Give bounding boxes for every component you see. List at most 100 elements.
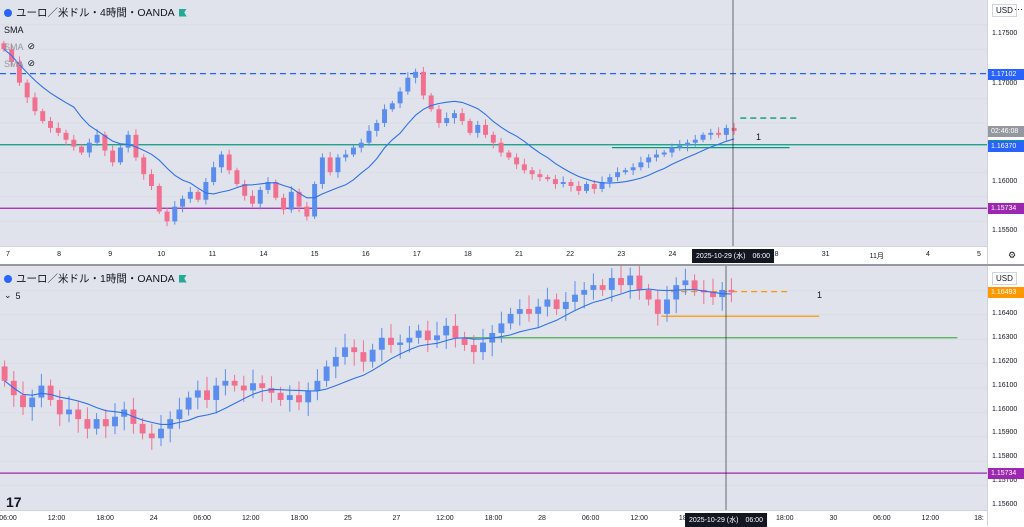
candle-body <box>94 134 100 143</box>
candles-4h-svg[interactable] <box>0 0 987 246</box>
candle-body <box>56 399 63 415</box>
candle-body <box>480 342 486 353</box>
candle-body <box>240 385 247 391</box>
candle-body <box>443 325 450 336</box>
candle-body <box>636 275 643 290</box>
time-tick-label: 25 <box>343 515 352 522</box>
indicator-sma-3[interactable]: SMA <box>4 58 24 69</box>
candle-body <box>335 157 341 173</box>
candles-1h-svg[interactable] <box>0 266 987 510</box>
candle-body <box>55 127 61 133</box>
candle-body <box>498 142 504 153</box>
time-axis-1h[interactable]: 06:00 12:00 18:00 24 06:00 12:00 18:00 25 27 12:0… <box>0 510 987 527</box>
candle-body <box>682 280 689 286</box>
tradingview-logo: 17 <box>6 494 22 510</box>
settings-gear-icon[interactable]: ⚙ <box>1008 250 1017 260</box>
currency-selector-1h[interactable]: USD <box>992 272 1017 285</box>
candle-body <box>360 352 367 362</box>
time-tick-label: 06:00 <box>0 515 17 522</box>
price-tick-label: 1.15500 <box>992 227 1018 235</box>
candle-body <box>148 433 155 439</box>
candle-body <box>319 157 325 185</box>
candle-body <box>475 124 481 133</box>
candle-body <box>615 172 621 178</box>
chevron-down-icon[interactable]: ⌄ <box>4 290 12 300</box>
candle-body <box>63 132 69 140</box>
candle-body <box>572 294 578 302</box>
candle-body <box>213 385 220 400</box>
crosshair-time-label: 2025-10-29 (水) 06:00 <box>685 513 767 527</box>
candle-body <box>1 43 7 50</box>
candle-body <box>673 285 680 300</box>
drawing-label-4h[interactable]: 1 <box>756 132 762 142</box>
candle-body <box>125 134 131 148</box>
candle-body <box>369 349 376 362</box>
candle-body <box>102 419 109 427</box>
price-axis-1h[interactable]: 1.16400 1.16300 1.16200 1.16100 1.16000 1.159… <box>987 266 1024 526</box>
drawing-label-1h[interactable]: 1 <box>817 290 823 300</box>
time-tick-label: 7 <box>6 251 10 258</box>
time-tick-label: 06:00 <box>193 515 211 522</box>
candle-body <box>537 174 543 178</box>
candle-body <box>314 380 321 391</box>
candle-body <box>467 121 473 133</box>
candle-body <box>506 152 512 158</box>
candle-body <box>599 285 606 290</box>
candle-body <box>259 383 266 388</box>
indicator-sma-1[interactable]: SMA <box>4 24 24 35</box>
time-tick-label: 12:00 <box>241 515 260 522</box>
chart-pane-4h[interactable]: ユーロ／米ドル・4時間・OANDA SMA SMA ⊘ SMA ⊘ 1 1.1750… <box>0 0 1024 265</box>
time-tick-label: 15 <box>310 251 319 258</box>
candle-body <box>71 139 77 147</box>
sma-line <box>3 48 735 199</box>
candle-body <box>20 395 26 408</box>
candle-body <box>692 139 698 143</box>
price-tick-label: 1.15900 <box>992 429 1018 437</box>
price-axis-4h[interactable]: 1.175001.170001.165001.160001.155001.171… <box>987 0 1024 264</box>
candle-body <box>195 191 201 200</box>
candle-body <box>638 162 644 168</box>
candle-body <box>618 277 624 286</box>
symbol-icon <box>4 8 12 17</box>
indicator-count[interactable]: 5 <box>15 290 21 301</box>
candle-body <box>242 184 248 196</box>
candle-body <box>40 111 46 122</box>
candle-body <box>560 182 566 185</box>
candle-body <box>234 170 240 185</box>
time-tick-label: 06:00 <box>873 515 891 522</box>
candle-body <box>388 337 394 345</box>
candle-body <box>710 292 716 298</box>
time-tick-label: 11月 <box>869 253 884 260</box>
candle-body <box>112 416 118 427</box>
candle-body <box>185 397 192 410</box>
plot-area-4h[interactable] <box>0 0 987 246</box>
legend-1h: ユーロ／米ドル・1時間・OANDA ⌄ 5 <box>4 270 187 304</box>
more-menu-icon[interactable]: ⋯ <box>1014 4 1023 14</box>
price-tag-label: 1.17102 <box>988 68 1024 80</box>
currency-selector-4h[interactable]: USD <box>992 4 1017 17</box>
candle-body <box>654 299 661 314</box>
chart-pane-1h[interactable]: ユーロ／米ドル・1時間・OANDA ⌄ 5 1 1.16400 1.16300 1.… <box>0 266 1024 527</box>
candle-body <box>669 147 675 153</box>
candle-body <box>250 383 256 391</box>
candle-body <box>156 185 162 212</box>
candle-body <box>257 189 263 204</box>
time-tick-label: 21 <box>515 251 523 258</box>
time-tick-label: 9 <box>108 251 113 258</box>
time-axis-4h[interactable]: 789101114151617182122232425283111月452025… <box>0 246 987 265</box>
plot-area-1h[interactable] <box>0 266 987 510</box>
candle-body <box>645 289 652 300</box>
candle-body <box>452 325 459 338</box>
time-tick-label: 24 <box>668 251 677 258</box>
eye-hidden-icon[interactable]: ⊘ <box>27 58 36 68</box>
indicator-sma-2[interactable]: SMA <box>4 41 24 52</box>
candle-body <box>627 275 634 286</box>
pane-divider[interactable] <box>0 264 1024 266</box>
eye-hidden-icon[interactable]: ⊘ <box>27 41 36 51</box>
time-tick-label: 22 <box>566 251 575 258</box>
sma-line <box>4 288 732 425</box>
chart-title-4h: ユーロ／米ドル・4時間・OANDA <box>16 7 175 19</box>
price-tick-label: 1.16300 <box>992 333 1018 341</box>
candle-body <box>141 157 147 175</box>
